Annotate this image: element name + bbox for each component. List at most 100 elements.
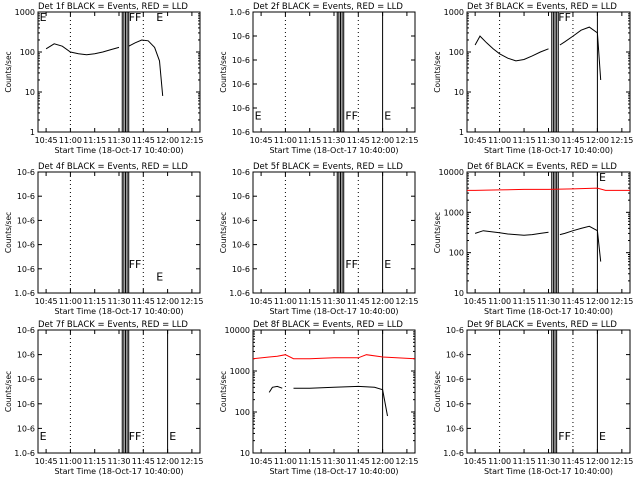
y-tick-label: 10000 [439, 168, 464, 177]
x-tick-label: 11:00 [488, 297, 511, 306]
panel-det-8: Det 8f BLACK = Events, RED = LLD Counts/s… [219, 320, 418, 476]
x-axis-label: Start Time (18-Oct-17 10:40:00) [484, 307, 613, 316]
panel-det-5: Det 5f BLACK = Events, RED = LLD Counts/s… [219, 162, 418, 316]
x-tick-label: 11:30 [322, 297, 345, 306]
y-tick-label: 10-6 [17, 400, 35, 409]
y-tick-label: 1000 [444, 208, 464, 217]
y-tick-label: 100 [20, 48, 35, 57]
x-tick-label: 11:00 [274, 136, 297, 145]
flag-marker: FF [345, 258, 358, 271]
y-axis-label: Counts/sec [4, 51, 13, 92]
events-series-line [559, 225, 602, 262]
x-tick-label: 11:15 [513, 297, 536, 306]
flag-marker: E [40, 430, 47, 443]
x-tick-label: 10:45 [35, 136, 58, 145]
x-tick-label: 12:15 [610, 297, 633, 306]
y-tick-label: 1.0-6 [229, 289, 250, 298]
x-tick-label: 10:45 [35, 297, 58, 306]
x-tick-label: 11:45 [347, 136, 370, 145]
x-tick-label: 11:00 [59, 136, 82, 145]
x-tick-label: 11:00 [59, 297, 82, 306]
y-tick-label: 10-6 [17, 375, 35, 384]
x-tick-label: 10:45 [35, 457, 58, 466]
y-tick-label: 1.0-6 [14, 449, 35, 458]
y-tick-label: 10-6 [446, 400, 464, 409]
y-tick-label: 10-6 [17, 216, 35, 225]
y-tick-label: 10-6 [17, 351, 35, 360]
plot-frame [37, 171, 201, 294]
x-tick-label: 12:00 [586, 297, 609, 306]
events-series-line [45, 43, 120, 56]
x-tick-label: 12:00 [371, 297, 394, 306]
x-tick-label: 12:15 [395, 136, 418, 145]
x-tick-label: 12:15 [180, 297, 203, 306]
y-tick-label: 10-6 [232, 192, 250, 201]
x-tick-label: 10:45 [464, 136, 487, 145]
events-series-line [474, 35, 549, 62]
x-tick-label: 11:45 [132, 457, 155, 466]
events-series-line [293, 385, 388, 417]
panel-title: Det 8f BLACK = Events, RED = LLD [253, 320, 403, 330]
x-tick-label: 11:45 [132, 297, 155, 306]
y-tick-label: 10-6 [17, 168, 35, 177]
flag-marker: FF [558, 11, 571, 24]
y-tick-label: 10-6 [232, 32, 250, 41]
x-tick-label: 11:15 [513, 136, 536, 145]
flag-marker: E [156, 11, 163, 24]
y-tick-label: 10-6 [17, 265, 35, 274]
x-tick-label: 11:15 [298, 136, 321, 145]
x-axis-label: Start Time (18-Oct-17 10:40:00) [54, 467, 183, 476]
y-tick-label: 1 [30, 128, 35, 137]
x-tick-label: 10:45 [250, 136, 273, 145]
y-axis-label: Counts/sec [4, 212, 13, 253]
y-tick-label: 10-6 [446, 375, 464, 384]
x-tick-label: 11:30 [322, 136, 345, 145]
panel-title: Det 6f BLACK = Events, RED = LLD [467, 162, 617, 172]
x-tick-label: 11:15 [298, 457, 321, 466]
panel-title: Det 1f BLACK = Events, RED = LLD [38, 2, 188, 12]
panel-title: Det 4f BLACK = Events, RED = LLD [38, 162, 188, 172]
x-axis-label: Start Time (18-Oct-17 10:40:00) [54, 146, 183, 155]
x-axis-label: Start Time (18-Oct-17 10:40:00) [484, 467, 613, 476]
y-tick-label: 1.0-6 [229, 8, 250, 17]
events-series-line [268, 385, 283, 393]
x-tick-label: 11:30 [107, 457, 130, 466]
x-tick-label: 11:30 [107, 136, 130, 145]
x-tick-label: 11:00 [488, 457, 511, 466]
x-tick-label: 11:30 [537, 457, 560, 466]
x-tick-label: 11:15 [83, 136, 106, 145]
panel-det-4: Det 4f BLACK = Events, RED = LLD Counts/s… [4, 162, 203, 316]
plot-frame [466, 11, 631, 133]
lld-series-line [467, 187, 630, 191]
flag-marker: E [169, 430, 176, 443]
plot-frame [37, 11, 201, 133]
flag-marker: FF [129, 430, 142, 443]
x-tick-label: 11:15 [513, 457, 536, 466]
y-tick-label: 10-6 [446, 351, 464, 360]
flag-marker: E [599, 430, 606, 443]
y-tick-label: 10-6 [232, 80, 250, 89]
x-tick-label: 11:30 [107, 297, 130, 306]
y-tick-label: 1000 [15, 8, 35, 17]
y-tick-label: 1.0-6 [443, 449, 464, 458]
y-tick-label: 10-6 [17, 192, 35, 201]
x-tick-label: 12:00 [156, 136, 179, 145]
x-tick-label: 12:15 [180, 136, 203, 145]
events-series-line [559, 26, 602, 81]
x-tick-label: 10:45 [464, 457, 487, 466]
x-tick-label: 11:15 [83, 297, 106, 306]
x-tick-label: 10:45 [464, 297, 487, 306]
x-tick-label: 11:30 [537, 136, 560, 145]
x-tick-label: 12:15 [180, 457, 203, 466]
plot-frame [252, 171, 416, 294]
flag-marker: FF [558, 430, 571, 443]
y-axis-label: Counts/sec [4, 371, 13, 412]
x-tick-label: 11:45 [561, 297, 584, 306]
y-tick-label: 100 [235, 408, 250, 417]
y-tick-label: 10-6 [232, 104, 250, 113]
y-tick-label: 1000 [444, 8, 464, 17]
x-tick-label: 11:15 [298, 297, 321, 306]
x-tick-label: 11:45 [347, 297, 370, 306]
x-axis-label: Start Time (18-Oct-17 10:40:00) [269, 307, 398, 316]
